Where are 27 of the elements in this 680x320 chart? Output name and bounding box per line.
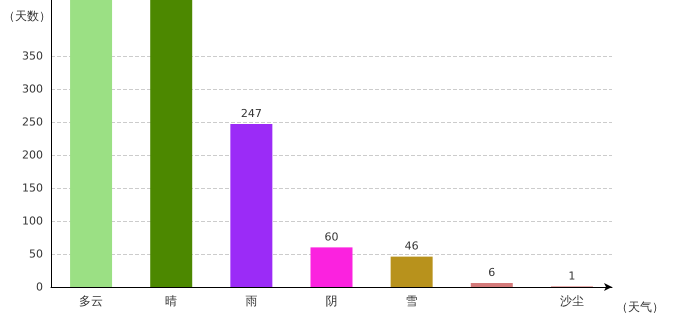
x-tick-label: 雨 [245,294,258,308]
data-label: 60 [324,230,338,244]
x-tick-label: 晴 [165,294,178,308]
x-tick-label: 阴 [326,294,338,308]
y-tick-label: 350 [22,50,43,63]
bar [150,0,192,287]
data-label: 1 [568,269,576,282]
bar [470,283,513,287]
x-tick-label: 雪 [406,294,418,308]
y-tick-label: 250 [22,116,43,129]
bar [390,256,433,287]
data-label: 46 [404,240,419,253]
x-tick-label: 沙尘 [560,294,584,308]
data-label: 6 [488,266,496,280]
y-tick-label: 150 [22,182,43,195]
bar [310,247,352,287]
y-tick-label: 0 [36,280,43,294]
data-label: 247 [240,107,262,120]
y-tick-label: 200 [22,148,43,162]
y-tick-label: 50 [29,248,43,261]
y-axis-title: （天数） [3,9,51,23]
x-tick-label: 多云 [79,294,104,308]
y-tick-label: 300 [22,82,43,96]
y-tick-label: 100 [22,214,43,228]
bar [70,0,112,287]
x-axis-title: （天气） [616,300,664,314]
bar [230,124,272,287]
